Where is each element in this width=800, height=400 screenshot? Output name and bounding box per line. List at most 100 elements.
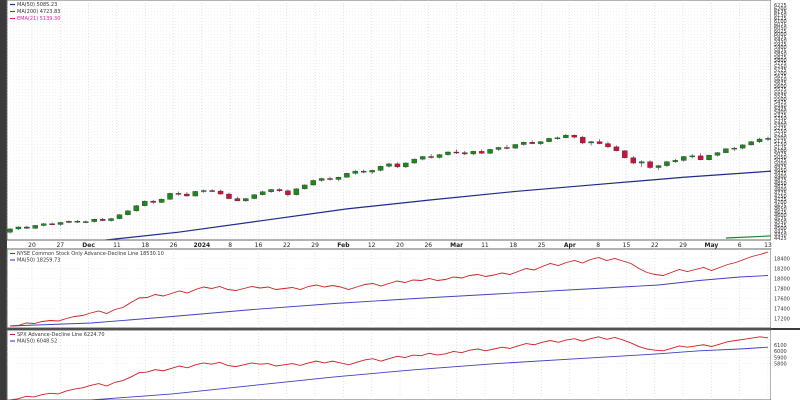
candle [478, 149, 485, 154]
y-tick-label: 5700 [774, 71, 787, 77]
y-tick-label: 5775 [774, 61, 787, 67]
x-tick-label: 18 [509, 242, 517, 249]
candle-body [478, 151, 485, 154]
candle [571, 134, 578, 139]
y-tick-label: 17600 [774, 296, 790, 302]
spx-grid [7, 330, 771, 400]
y-tick-label: 4600 [774, 213, 787, 219]
candle-body [192, 191, 199, 197]
candle [622, 150, 628, 159]
candle-body [386, 163, 392, 167]
y-tick-label: 4625 [774, 210, 787, 216]
x-tick-label: 18 [141, 242, 149, 249]
candle-body [765, 138, 771, 140]
candle-body [268, 189, 274, 192]
candle [765, 136, 771, 142]
y-tick-label: 4825 [774, 184, 787, 190]
candle-body [672, 160, 679, 162]
y-tick-label: 18000 [774, 276, 790, 282]
candle-body [142, 200, 148, 206]
ma50-line [9, 168, 800, 248]
y-tick-label: 6225 [774, 3, 787, 9]
nyse-y-axis [771, 249, 800, 328]
candle-body [310, 180, 316, 186]
candle [49, 222, 55, 226]
y-tick-label: 6000 [774, 32, 787, 38]
y-tick-label: 5150 [774, 142, 787, 148]
x-tick-label: 20 [396, 242, 404, 249]
candle [554, 136, 561, 140]
candle [403, 162, 409, 169]
candle-body [579, 136, 586, 144]
candle [681, 155, 687, 162]
price-plot-area [6, 0, 772, 241]
y-tick-label: 6125 [774, 16, 787, 22]
candle [529, 140, 535, 145]
candle-body [681, 156, 687, 161]
candle [630, 155, 636, 165]
candle [638, 160, 645, 167]
candle [318, 177, 325, 182]
legend-label: NYSE Common Stock Only Advance-Decline L… [17, 251, 164, 257]
x-axis-strip [7, 240, 800, 249]
candle-body [740, 144, 746, 149]
candle [234, 196, 241, 202]
candle-body [546, 138, 552, 142]
y-tick-label: 5875 [774, 48, 787, 54]
candle-body [158, 199, 165, 203]
x-tick-label: 11 [113, 242, 121, 249]
candle-body [419, 156, 426, 160]
y-tick-label: 5725 [774, 68, 787, 74]
legend-label: EMA(21) 5139.30 [17, 16, 60, 22]
x-tick-label: 29 [311, 242, 319, 249]
nyse-ad-line [9, 251, 769, 327]
candle [462, 150, 468, 156]
candles [7, 133, 771, 234]
y-tick-label: 6050 [774, 26, 787, 32]
candle-body [116, 214, 123, 219]
candle-body [243, 198, 249, 202]
candle [192, 190, 199, 197]
x-tick-label: 12 [368, 242, 376, 249]
candle-body [470, 151, 476, 155]
candle-body [723, 148, 729, 153]
candle-body [217, 190, 224, 195]
candle-body [512, 144, 519, 149]
y-tick-label: 5650 [774, 77, 787, 83]
y-tick-label: 4650 [774, 207, 787, 213]
candle-body [66, 220, 72, 223]
x-tick-label: Apr [564, 242, 576, 249]
candle [504, 144, 510, 150]
candle-body [411, 158, 417, 164]
y-tick-label: 5425 [774, 106, 787, 112]
legend-label: SPX Advance-Decline Line 6224.70 [17, 332, 105, 338]
candle [243, 197, 249, 202]
candle [24, 225, 30, 229]
y-tick-label: 4700 [774, 200, 787, 206]
candle [276, 188, 283, 193]
candle-body [394, 163, 401, 168]
candle-body [462, 152, 468, 155]
candle-body [748, 141, 754, 146]
candle [226, 192, 232, 200]
candle [66, 220, 72, 224]
x-tick-label: Dec [82, 242, 95, 249]
candle-body [99, 219, 106, 221]
y-tick-label: 5600 [774, 84, 787, 90]
y-tick-label: 6075 [774, 22, 787, 28]
y-tick-label: 5450 [774, 103, 787, 109]
y-tick-label: 5925 [774, 42, 787, 48]
y-tick-label: 5400 [774, 110, 787, 116]
spx-y-axis [771, 330, 800, 400]
x-tick-label: Mar [450, 242, 463, 249]
candle [175, 191, 182, 196]
y-tick-label: 4750 [774, 194, 787, 200]
y-tick-label: 5375 [774, 113, 787, 119]
y-tick-label: 5575 [774, 87, 787, 93]
candle [394, 162, 401, 169]
nyse-grid [7, 249, 771, 328]
